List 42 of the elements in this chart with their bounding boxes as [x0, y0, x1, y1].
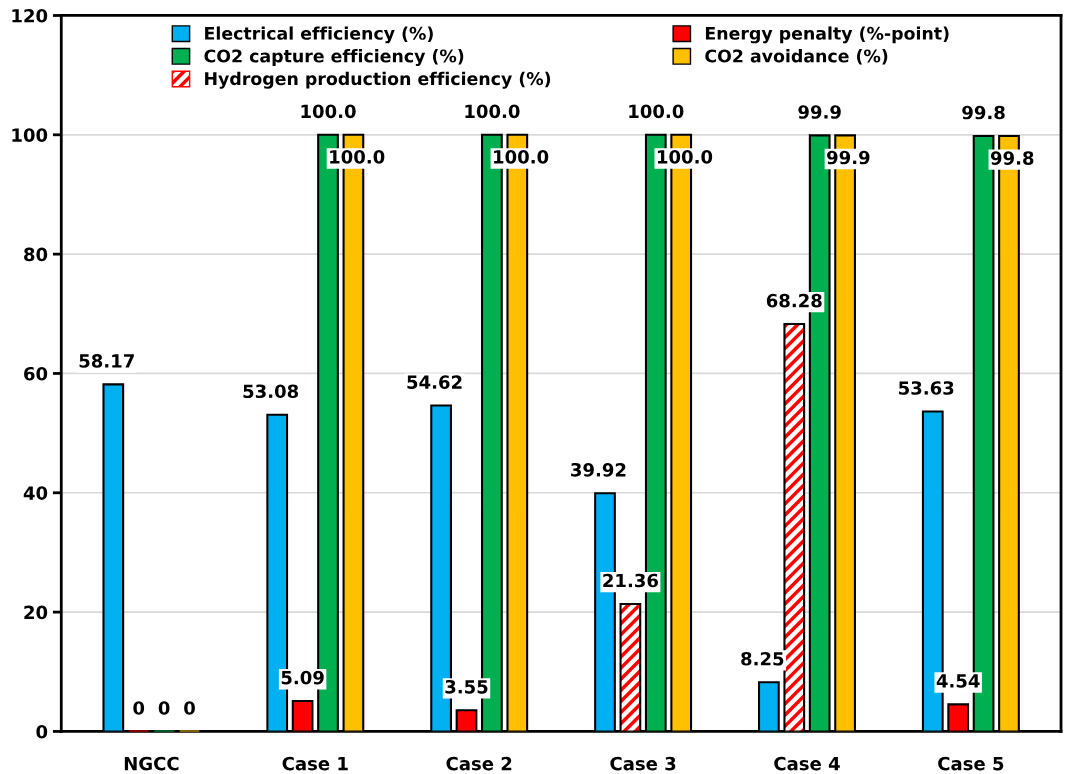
- y-tick-label: 120: [12, 8, 48, 23]
- legend-label: Hydrogen production efficiency (%): [205, 71, 551, 89]
- data-label: 100.0: [330, 150, 385, 164]
- x-tick-label: Case 3: [610, 756, 676, 771]
- data-label: 100.0: [629, 104, 684, 119]
- x-tick-label: Case 4: [774, 756, 840, 771]
- legend-label: Electrical efficiency (%): [205, 26, 433, 44]
- legend-label: Energy penalty (%-point): [705, 26, 949, 44]
- data-label: 99.8: [962, 105, 1005, 120]
- data-label: 0: [184, 701, 195, 715]
- x-tick-label: Case 5: [938, 756, 1004, 771]
- y-tick-label: 60: [24, 366, 48, 381]
- x-tick-label: Case 2: [446, 756, 512, 771]
- data-label: 68.28: [766, 293, 822, 308]
- data-label: 0: [133, 701, 145, 715]
- data-label: 39.92: [571, 462, 626, 477]
- x-tick-label: Case 1: [282, 756, 348, 771]
- data-label: 100.0: [301, 104, 356, 119]
- data-label: 53.08: [243, 384, 299, 399]
- legend-label: CO2 capture efficiency (%): [204, 49, 464, 67]
- legend-label: CO2 avoidance (%): [705, 49, 888, 65]
- data-label: 8.25: [741, 651, 784, 666]
- y-tick-label: 20: [24, 605, 48, 620]
- data-label: 99.8: [990, 151, 1034, 165]
- y-tick-label: 100: [12, 128, 48, 142]
- data-label: 21.36: [603, 573, 658, 588]
- x-tick-label: NGCC: [124, 756, 179, 771]
- y-tick-label: 0: [36, 724, 48, 739]
- data-label: 100.0: [657, 150, 713, 164]
- data-label: 58.17: [79, 354, 134, 368]
- y-tick-label: 80: [24, 247, 48, 262]
- data-label: 99.9: [798, 105, 841, 119]
- data-label: 5.09: [281, 670, 324, 685]
- data-label: 4.54: [936, 674, 980, 688]
- y-tick-label: 40: [23, 486, 48, 500]
- data-label: 3.55: [445, 679, 488, 694]
- data-label: 99.9: [827, 150, 870, 165]
- data-label: 100.0: [494, 150, 549, 164]
- data-label: 0: [158, 701, 170, 715]
- data-label: 54.62: [407, 375, 462, 389]
- data-label: 53.63: [899, 381, 954, 395]
- data-label: 100.0: [465, 104, 520, 119]
